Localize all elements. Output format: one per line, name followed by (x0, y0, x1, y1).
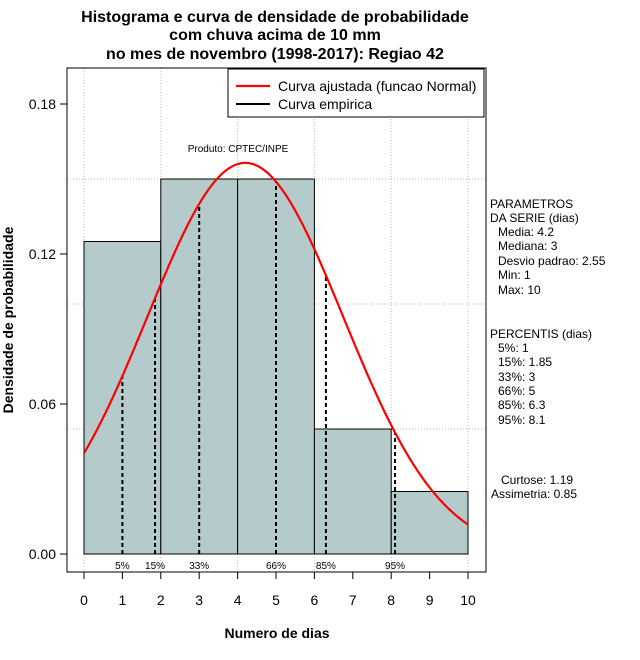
legend-label-normal: Curva ajustada (funcao Normal) (278, 78, 476, 94)
param-max: Max: 10 (498, 283, 541, 297)
legend-label-empirical: Curva empirica (278, 96, 372, 112)
percentil-5: 5%: 1 (498, 341, 529, 355)
x-tick-label-10: 10 (460, 592, 476, 608)
side-panel: PARAMETROS DA SERIE (dias) Media: 4.2 Me… (490, 197, 606, 501)
x-tick-label-6: 6 (311, 592, 319, 608)
percentile-lines: 5% 15% 33% 66% 85% 95% (115, 181, 405, 572)
percentile-label-95: 95% (385, 561, 405, 572)
chart-title-line-1: Histograma e curva de densidade de proba… (81, 9, 469, 26)
x-tick-label-5: 5 (272, 592, 280, 608)
legend: Curva ajustada (funcao Normal) Curva emp… (227, 68, 485, 118)
legend-box (227, 68, 485, 118)
y-tick-label-3: 0.18 (29, 96, 56, 112)
percentile-label-33: 33% (189, 561, 209, 572)
y-tick-label-0: 0.00 (29, 546, 56, 562)
x-tick-label-3: 3 (195, 592, 203, 608)
param-mediana: Mediana: 3 (498, 239, 558, 253)
percentil-33: 33%: 3 (498, 370, 536, 384)
percentis-title: PERCENTIS (dias) (490, 327, 592, 341)
x-tick-label-4: 4 (234, 592, 242, 608)
x-tick-label-8: 8 (387, 592, 395, 608)
chart-title-line-2: com chuva acima de 10 mm (169, 27, 381, 44)
param-desvio: Desvio padrao: 2.55 (498, 254, 606, 268)
chart-title-line-3: no mes de novembro (1998-2017): Regiao 4… (106, 46, 444, 63)
histogram-bar-4 (313, 428, 392, 555)
percentile-label-85: 85% (316, 561, 336, 572)
y-tick-label-1: 0.06 (29, 396, 56, 412)
x-tick-label-7: 7 (349, 592, 357, 608)
axes: 0 1 2 3 4 5 6 7 8 9 10 0.00 0.06 0.12 0.18 (29, 96, 476, 608)
stat-assimetria: Assimetria: 0.85 (491, 487, 577, 501)
y-axis-label: Densidade de probabilidade (0, 226, 16, 413)
histogram-bar-5 (390, 491, 469, 555)
x-axis-label: Numero de dias (224, 625, 329, 641)
x-tick-label-9: 9 (426, 592, 434, 608)
histogram-bar-2 (160, 178, 239, 555)
x-tick-label-2: 2 (157, 592, 165, 608)
percentile-label-66: 66% (266, 561, 286, 572)
percentil-95: 95%: 8.1 (498, 413, 546, 427)
percentile-label-5: 5% (115, 561, 130, 572)
histogram-bars (83, 178, 469, 555)
x-tick-label-1: 1 (119, 592, 127, 608)
percentile-label-15: 15% (145, 561, 165, 572)
percentil-15: 15%: 1.85 (498, 355, 552, 369)
params-title-line-1: PARAMETROS (490, 197, 573, 211)
normal-curve-line (83, 161, 469, 526)
y-tick-label-2: 0.12 (29, 246, 56, 262)
percentil-66: 66%: 5 (498, 384, 536, 398)
param-media: Media: 4.2 (498, 225, 554, 239)
param-min: Min: 1 (498, 268, 531, 282)
params-title-line-2: DA SERIE (dias) (490, 211, 579, 225)
percentil-85: 85%: 6.3 (498, 398, 546, 412)
histogram-bar-3 (237, 178, 315, 555)
product-annotation: Produto: CPTEC/INPE (188, 144, 289, 155)
stat-curtose: Curtose: 1.19 (501, 473, 573, 487)
x-tick-label-0: 0 (80, 592, 88, 608)
